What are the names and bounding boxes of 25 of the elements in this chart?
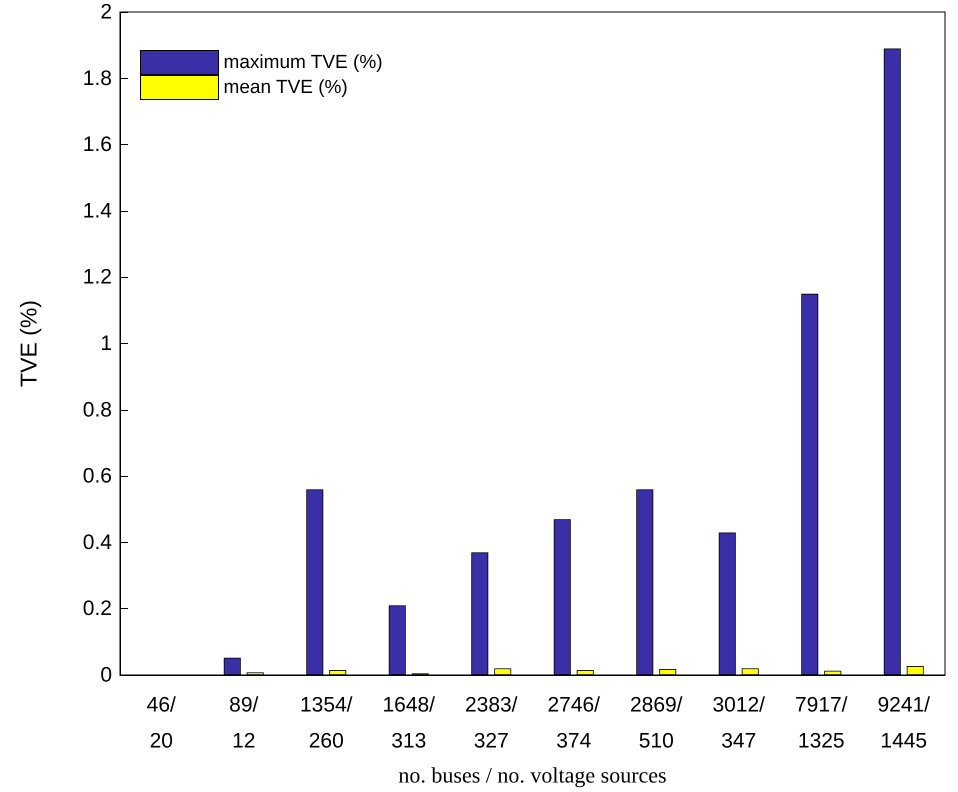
- x-tick-label: 1354/ 260: [300, 694, 353, 752]
- x-tick-label: 1648/ 313: [382, 694, 436, 752]
- legend-label: mean TVE (%): [224, 77, 348, 98]
- x-tick-label: 2383/ 327: [464, 694, 518, 752]
- y-tick-label: 0: [100, 664, 112, 686]
- legend-label: maximum TVE (%): [224, 52, 383, 73]
- x-tick-label: 2869/ 510: [630, 694, 683, 752]
- x-tick-label: 89/ 12: [229, 694, 259, 752]
- x-tick-label: 9241/ 1445: [877, 694, 930, 752]
- x-tick-label: 2746/ 374: [547, 694, 600, 752]
- y-tick-label: 0.8: [82, 398, 112, 422]
- x-axis-title: no. buses / no. voltage sources: [398, 762, 667, 788]
- y-tick-label: 1.8: [82, 66, 112, 90]
- y-tick-label: 1: [100, 332, 112, 355]
- x-tick-label: 3012/ 347: [712, 694, 766, 752]
- y-tick-label: 1.4: [82, 199, 112, 222]
- y-tick-label: 0.6: [82, 464, 112, 488]
- y-axis-title: TVE (%): [16, 300, 42, 387]
- y-tick-label: 0.2: [82, 597, 112, 620]
- y-tick-label: 0.4: [82, 530, 112, 554]
- y-tick-label: 1.2: [82, 266, 112, 289]
- y-tick-label: 2: [100, 0, 112, 24]
- x-tick-label: 7917/ 1325: [794, 694, 848, 752]
- x-tick-label: 46/ 20: [146, 694, 176, 752]
- y-tick-label: 1.6: [82, 133, 112, 156]
